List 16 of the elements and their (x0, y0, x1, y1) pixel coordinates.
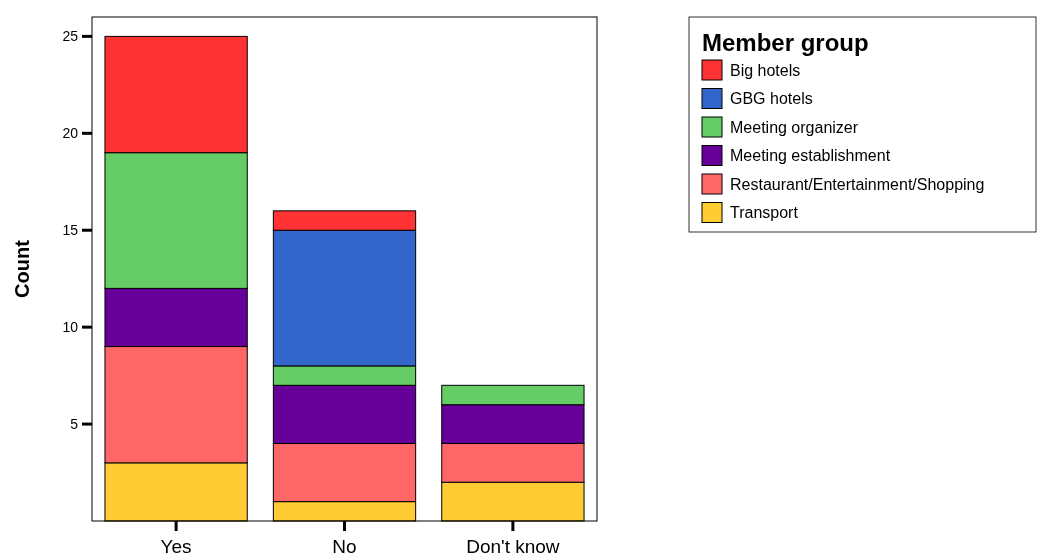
legend-label: Meeting organizer (730, 118, 859, 136)
x-tick-label: No (332, 536, 357, 557)
legend-label: Restaurant/Entertainment/Shopping (730, 175, 985, 193)
y-tick-label: 10 (62, 319, 79, 336)
x-tick-label: Don't know (466, 536, 560, 557)
legend-label: Big hotels (730, 61, 801, 79)
legend-title: Member group (702, 29, 869, 56)
y-tick-label: 5 (70, 415, 79, 432)
y-axis-title: Count (11, 239, 33, 298)
legend-label: Transport (730, 204, 799, 222)
legend-label: GBG hotels (730, 90, 813, 108)
legend-label: Meeting establishment (730, 147, 891, 165)
y-tick-label: 20 (62, 125, 79, 142)
y-tick-label: 25 (62, 28, 79, 45)
y-tick-label: 15 (62, 222, 79, 239)
x-tick-label: Yes (160, 536, 192, 557)
